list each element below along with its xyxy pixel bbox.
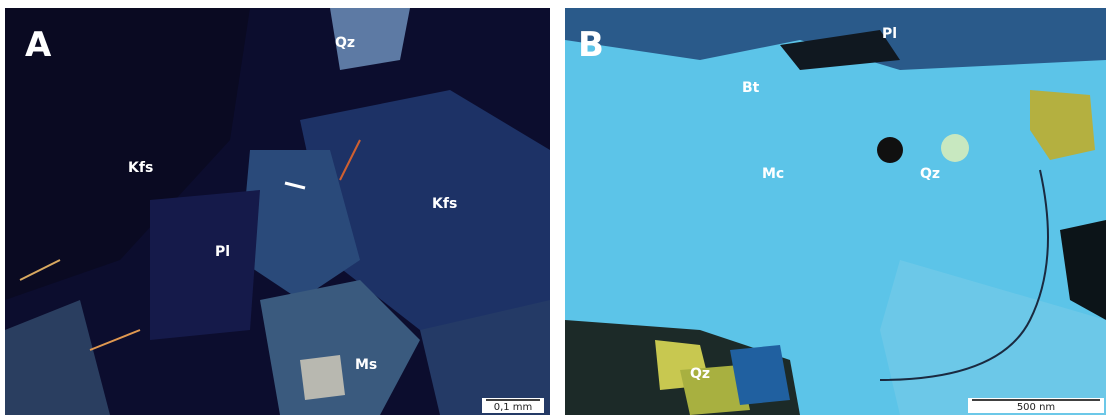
- mineral-label: Pl: [215, 244, 230, 260]
- mineral-label: Pl: [882, 26, 897, 42]
- mineral-label: Bt: [742, 80, 760, 96]
- scale-bar-label: 500 nm: [1017, 402, 1055, 413]
- mineral-label: Mc: [762, 166, 784, 182]
- mineral-label: Ms: [355, 357, 377, 373]
- figure: A Qz Kfs Kfs Pl Ms 0,1 mm B Pl Bt Mc Qz …: [0, 0, 1106, 415]
- scale-bar-label: 0,1 mm: [494, 402, 533, 413]
- mineral-label: Qz: [335, 35, 355, 51]
- panel-b-image: [565, 8, 1106, 415]
- mineral-label: Kfs: [432, 196, 457, 212]
- panel-label: B: [578, 25, 604, 65]
- mineral-label: Qz: [690, 366, 710, 382]
- panel-label: A: [25, 25, 52, 65]
- mineral-label: Kfs: [128, 160, 153, 176]
- page: A Qz Kfs Kfs Pl Ms 0,1 mm B Pl Bt Mc Qz …: [0, 0, 1106, 415]
- mineral-label: Qz: [920, 166, 940, 182]
- panel-a-image: [5, 8, 550, 415]
